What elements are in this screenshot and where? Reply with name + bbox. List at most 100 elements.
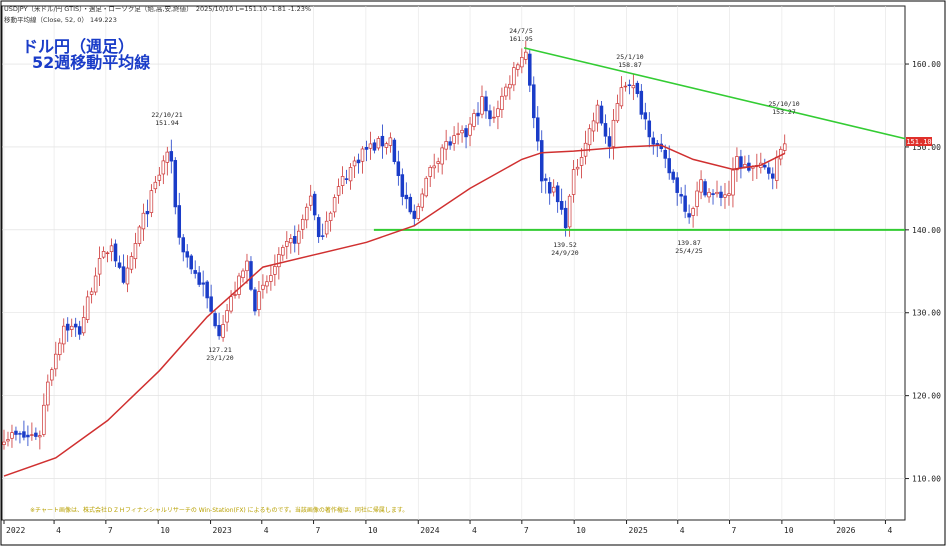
candle (241, 268, 245, 283)
candle (58, 338, 62, 361)
candle (324, 211, 329, 238)
candle (532, 76, 536, 129)
candle (436, 157, 440, 173)
candle (300, 214, 305, 239)
last-price-label: 151.10 (906, 138, 931, 146)
annotation-label: 25/4/25 (675, 247, 702, 255)
candle (663, 144, 667, 169)
candle (245, 253, 249, 284)
candle (627, 79, 632, 95)
last-price-tag (906, 137, 932, 146)
candle (675, 172, 679, 206)
candle (332, 194, 337, 218)
ma-info: 移動平均線（Close, 52, 0） 149.223 (4, 15, 117, 24)
candle (6, 431, 10, 447)
x-tick-label: 7 (524, 526, 529, 535)
candle (46, 374, 50, 412)
candle (579, 148, 584, 179)
candle (2, 429, 6, 450)
candle (528, 50, 532, 93)
candle (488, 104, 492, 127)
candle (181, 234, 185, 262)
candle (448, 136, 452, 150)
candle (22, 420, 26, 441)
candle (217, 312, 221, 340)
candle (603, 114, 608, 144)
candle (500, 87, 504, 118)
candle (133, 232, 138, 269)
candle (141, 203, 146, 241)
candle (547, 177, 552, 205)
candle (420, 188, 424, 212)
x-tick-label: 2022 (6, 526, 25, 535)
candle (496, 100, 500, 130)
candle (679, 187, 683, 204)
candle (599, 100, 604, 126)
candle (456, 122, 460, 145)
candle (26, 425, 30, 447)
candle (153, 175, 158, 194)
candle (320, 223, 325, 240)
candle (543, 173, 548, 194)
candle (508, 75, 512, 100)
candle (185, 244, 189, 268)
candle (699, 170, 703, 200)
annotation-label: 24/9/20 (551, 249, 578, 257)
candle (145, 199, 150, 228)
candle (412, 204, 417, 227)
candle (297, 224, 301, 255)
candle (707, 188, 711, 203)
candle (619, 76, 624, 109)
candle (512, 61, 516, 92)
candle (85, 290, 90, 324)
annotation-label: 161.95 (509, 35, 533, 43)
candle (667, 145, 671, 180)
candle (89, 287, 94, 304)
y-tick-label: 120.00 (912, 392, 941, 401)
x-tick-label: 7 (316, 526, 321, 535)
candle (384, 141, 389, 155)
y-tick-label: 150.00 (912, 143, 941, 152)
candle (65, 317, 70, 342)
x-tick-label: 7 (732, 526, 737, 535)
footnote: ※チャート画像は、株式会社ＤＺＨフィナンシャルリサーチの Win-Station… (30, 506, 408, 514)
candle (695, 181, 699, 217)
candle (77, 320, 82, 340)
candle (539, 130, 544, 193)
candle (647, 112, 652, 148)
candle (611, 108, 616, 160)
candle (372, 139, 377, 154)
candle (396, 150, 401, 186)
candle (380, 124, 385, 159)
candle (304, 203, 309, 229)
x-tick-label: 4 (472, 526, 477, 535)
annotation-label: 24/7/5 (509, 27, 533, 35)
candle (595, 99, 600, 132)
candle (480, 85, 484, 119)
candle (38, 430, 42, 450)
candle (392, 137, 397, 165)
y-tick-label: 130.00 (912, 309, 941, 318)
candle (213, 310, 217, 329)
candle (30, 422, 34, 441)
candle (336, 178, 341, 204)
x-tick-label: 10 (576, 526, 586, 535)
candle (233, 281, 237, 299)
candle (719, 185, 723, 207)
candle (177, 192, 182, 245)
candle (348, 163, 353, 190)
candle (312, 191, 317, 221)
candle (404, 182, 409, 209)
candles (2, 40, 787, 450)
candle (105, 251, 110, 263)
candle (571, 160, 576, 203)
candle (316, 214, 321, 243)
candle (388, 132, 393, 153)
candle (651, 131, 656, 155)
candle (285, 231, 289, 260)
candle (536, 106, 540, 151)
candle (711, 189, 715, 205)
candle (364, 140, 369, 162)
candle (360, 146, 365, 174)
candle (484, 90, 488, 119)
